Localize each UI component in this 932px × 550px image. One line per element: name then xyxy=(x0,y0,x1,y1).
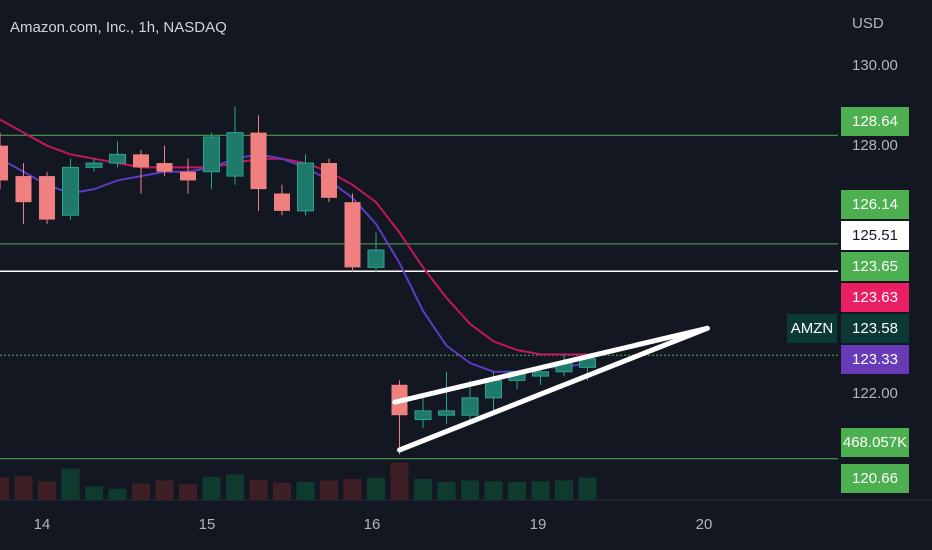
trendline-drawings[interactable] xyxy=(392,325,710,453)
candle-body xyxy=(274,193,290,211)
volume-bar xyxy=(437,482,456,500)
volume-bar xyxy=(61,468,80,500)
volume-bar xyxy=(202,476,221,500)
volume-bar xyxy=(179,484,197,500)
price-label: 120.66 xyxy=(841,464,909,493)
price-label: 123.33 xyxy=(841,345,909,374)
candle-body xyxy=(321,163,337,198)
candle-body xyxy=(414,410,432,421)
volume-bar xyxy=(367,477,385,500)
candle-body xyxy=(85,162,103,168)
volume-bar xyxy=(132,483,150,500)
candle-body xyxy=(367,249,385,268)
candle-body xyxy=(461,397,479,416)
volume-bar xyxy=(108,488,127,500)
price-label: 128.64 xyxy=(841,107,909,136)
volume-bar xyxy=(14,476,33,500)
volume-bar xyxy=(531,481,550,500)
price-label: 125.51 xyxy=(841,221,909,250)
candle-body xyxy=(532,371,549,377)
ema-fast-line xyxy=(0,153,588,373)
candle-body xyxy=(485,379,502,399)
candle-body xyxy=(133,154,149,168)
time-tick: 14 xyxy=(33,516,51,533)
volume-bar xyxy=(414,479,432,500)
candle-body xyxy=(250,132,267,190)
candle-body xyxy=(15,176,32,203)
chart-title: Amazon.com, Inc., 1h, NASDAQ xyxy=(10,19,227,36)
trendline xyxy=(392,325,710,405)
volume-bar xyxy=(555,480,573,500)
volume-bar xyxy=(249,479,268,500)
price-tick: 128.00 xyxy=(852,137,898,154)
volume-bars xyxy=(0,462,597,500)
moving-averages xyxy=(0,118,588,373)
time-tick: 20 xyxy=(695,516,713,533)
volume-bar xyxy=(390,462,409,500)
price-label: 126.14 xyxy=(841,190,909,219)
candle-body xyxy=(39,176,55,220)
time-tick: 16 xyxy=(363,516,381,533)
candle-body xyxy=(203,136,220,173)
candle-body xyxy=(438,410,455,416)
price-label: 123.58 xyxy=(841,314,909,343)
volume-bar xyxy=(320,480,338,500)
symbol-label: AMZN xyxy=(787,314,837,343)
volume-bar xyxy=(343,479,362,500)
price-label: 123.65 xyxy=(841,252,909,281)
volume-bar xyxy=(296,482,315,500)
candle-body xyxy=(0,145,8,181)
volume-bar xyxy=(461,480,479,500)
price-tick: 122.00 xyxy=(852,385,898,402)
candles xyxy=(0,106,596,455)
volume-bar xyxy=(508,482,526,500)
volume-bar xyxy=(155,480,174,500)
candle-body xyxy=(62,166,79,216)
volume-label: 468.057K xyxy=(841,428,909,457)
currency-label: USD xyxy=(852,15,884,32)
ema-slow-line xyxy=(0,118,588,356)
candle-body xyxy=(180,171,196,181)
candle-body xyxy=(297,162,314,212)
candle-body xyxy=(344,202,361,268)
candle-body xyxy=(109,153,126,164)
price-tick: 130.00 xyxy=(852,57,898,74)
time-tick: 19 xyxy=(529,516,547,533)
volume-bar xyxy=(38,481,56,500)
candle-body xyxy=(156,163,173,172)
volume-bar xyxy=(578,477,597,500)
volume-bar xyxy=(85,486,103,500)
volume-bar xyxy=(484,481,503,500)
volume-bar xyxy=(226,474,244,500)
trendline xyxy=(397,325,710,453)
horizontal-levels xyxy=(0,134,838,460)
time-tick: 15 xyxy=(198,516,216,533)
candle-body xyxy=(226,132,244,177)
volume-bar xyxy=(273,482,291,500)
volume-bar xyxy=(0,477,9,500)
price-label: 123.63 xyxy=(841,283,909,312)
